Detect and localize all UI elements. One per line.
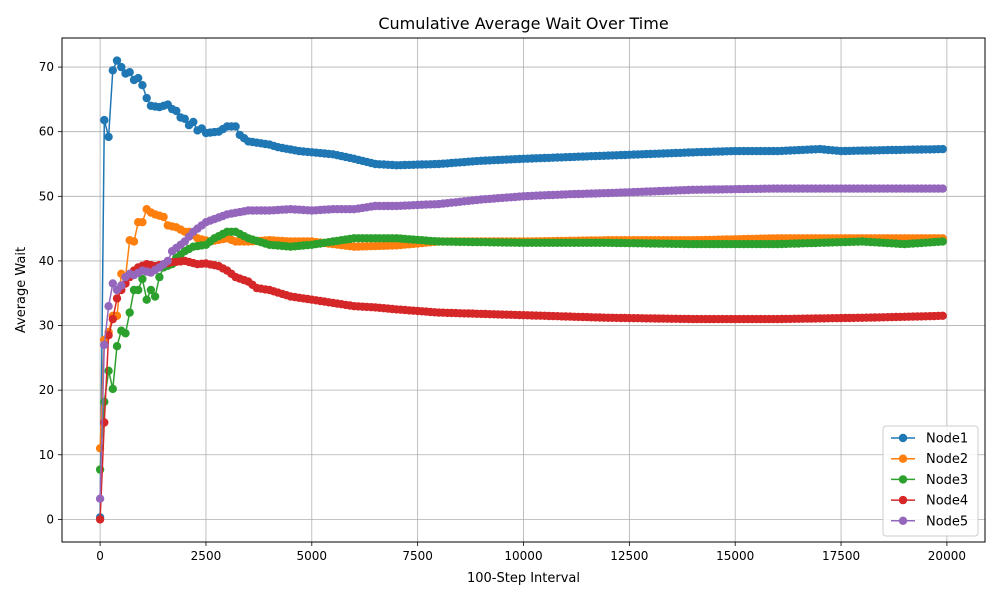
legend-label: Node1 xyxy=(926,432,968,447)
x-tick-label: 2500 xyxy=(191,549,222,563)
data-point xyxy=(112,56,122,65)
y-tick-label: 40 xyxy=(39,254,54,268)
x-tick-label: 7500 xyxy=(402,549,433,563)
data-point xyxy=(938,237,947,246)
legend-marker xyxy=(898,454,908,463)
x-tick-label: 5000 xyxy=(297,549,328,563)
legend: Node1 Node2 Node3 Node4 Node5 xyxy=(882,425,979,537)
data-point xyxy=(112,294,122,303)
legend-box xyxy=(882,425,979,537)
data-point xyxy=(938,311,947,320)
x-tick-label: 0 xyxy=(96,549,104,563)
data-point xyxy=(125,308,134,317)
data-point xyxy=(134,285,143,295)
data-point xyxy=(142,93,151,103)
data-point xyxy=(129,237,139,246)
legend-marker xyxy=(898,433,908,443)
data-point xyxy=(138,274,147,284)
data-point xyxy=(100,115,109,125)
data-point xyxy=(95,515,105,524)
data-point xyxy=(142,295,151,304)
data-point xyxy=(138,81,147,90)
legend-label: Node4 xyxy=(926,494,968,509)
legend-marker xyxy=(898,516,908,525)
data-point xyxy=(104,132,113,142)
y-tick-label: 70 xyxy=(39,60,54,74)
x-tick-label: 17500 xyxy=(822,549,860,563)
y-tick-label: 20 xyxy=(39,383,54,397)
data-point xyxy=(150,292,160,301)
data-point xyxy=(95,494,105,503)
series-node5 xyxy=(95,184,947,503)
legend-label: Node2 xyxy=(926,452,968,467)
x-axis: 0 2500 5000 7500 10000 12500 15000 17500 20000 xyxy=(96,542,966,563)
chart-title: Cumulative Average Wait Over Time xyxy=(378,14,668,33)
data-point xyxy=(121,329,130,338)
x-tick-label: 12500 xyxy=(610,549,648,563)
data-point xyxy=(104,302,113,311)
data-point xyxy=(146,285,156,295)
x-tick-label: 10000 xyxy=(504,549,542,563)
data-point xyxy=(189,117,198,127)
data-point xyxy=(938,144,947,154)
y-tick-label: 10 xyxy=(39,448,54,462)
data-point xyxy=(104,366,113,375)
data-point xyxy=(104,331,113,340)
data-point xyxy=(117,62,126,72)
data-point xyxy=(112,342,122,351)
data-point xyxy=(108,314,118,324)
data-point xyxy=(172,106,181,116)
legend-label: Node5 xyxy=(926,514,968,529)
data-point xyxy=(125,68,134,77)
legend-marker xyxy=(898,475,908,484)
series-node4 xyxy=(95,256,947,524)
data-point xyxy=(155,272,164,282)
x-axis-label: 100-Step Interval xyxy=(467,571,580,586)
data-point xyxy=(138,218,147,227)
series-node1 xyxy=(95,56,947,522)
data-point xyxy=(180,114,189,124)
data-point xyxy=(100,397,109,406)
data-point xyxy=(163,256,172,266)
y-axis-label: Average Wait xyxy=(14,247,29,333)
y-tick-label: 60 xyxy=(39,125,54,139)
y-tick-label: 50 xyxy=(39,189,54,203)
y-axis: 0 10 20 30 40 50 60 70 xyxy=(39,60,62,526)
data-point xyxy=(108,66,118,75)
legend-label: Node3 xyxy=(926,473,968,488)
series-layer xyxy=(95,56,947,524)
y-tick-label: 0 xyxy=(46,512,54,526)
x-tick-label: 15000 xyxy=(716,549,754,563)
data-point xyxy=(938,184,947,193)
y-tick-label: 30 xyxy=(39,319,54,333)
data-point xyxy=(108,384,118,394)
data-point xyxy=(159,212,168,222)
data-point xyxy=(231,122,240,131)
data-point xyxy=(100,340,109,350)
x-tick-label: 20000 xyxy=(928,549,966,563)
data-point xyxy=(117,281,126,290)
data-point xyxy=(108,279,118,288)
data-point xyxy=(134,73,143,83)
legend-marker xyxy=(898,495,908,505)
